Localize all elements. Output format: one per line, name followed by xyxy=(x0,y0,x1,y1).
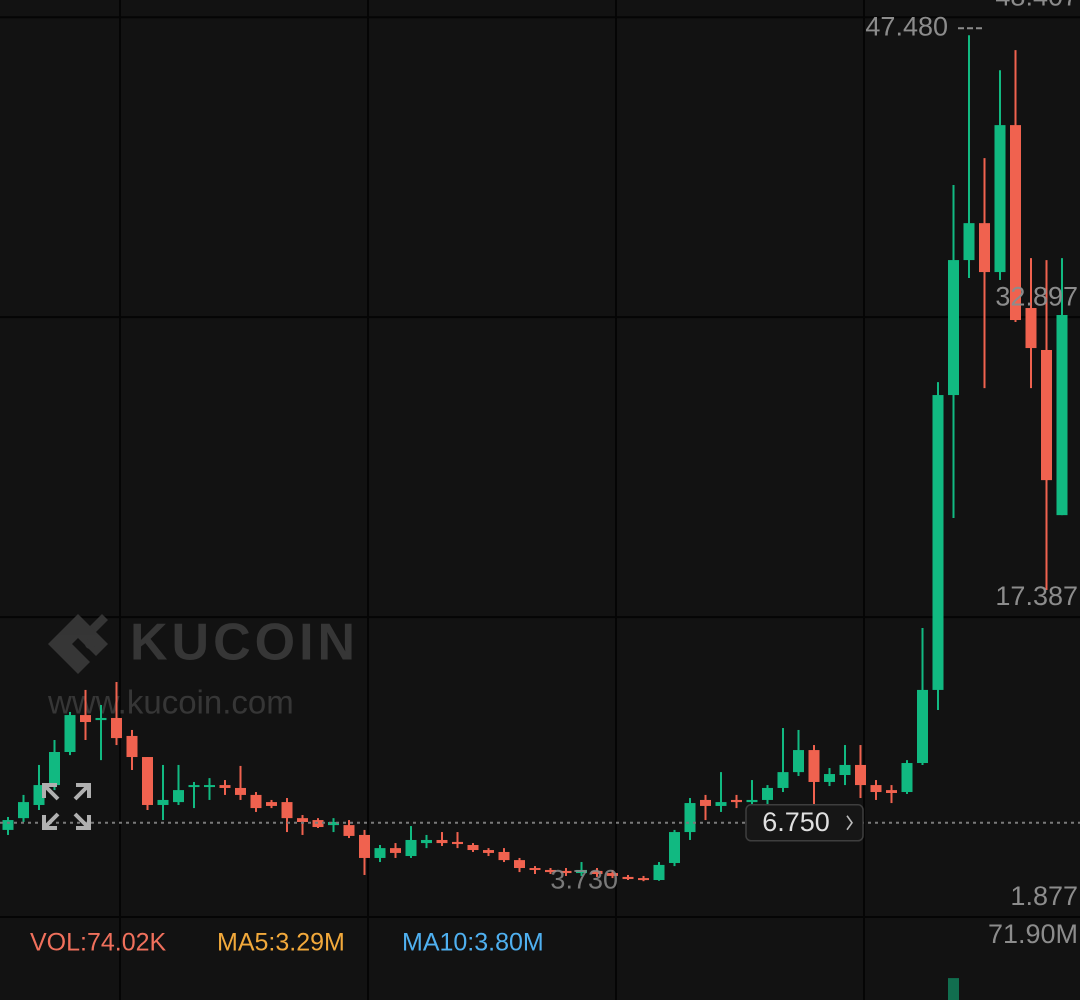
candle-body xyxy=(157,799,169,805)
last-price-box xyxy=(745,804,864,842)
candle-body xyxy=(1025,308,1037,349)
watermark-logo-dot xyxy=(85,639,95,649)
candle-body xyxy=(870,785,882,793)
candle-body xyxy=(452,841,463,845)
candle-body xyxy=(777,772,789,788)
candle-body xyxy=(932,395,944,690)
candle-body xyxy=(436,839,448,844)
candle-body xyxy=(219,785,231,788)
expand-corner xyxy=(42,812,60,830)
candle-body xyxy=(142,757,153,805)
candle-body xyxy=(95,717,107,721)
candle-body xyxy=(808,750,820,782)
watermark-logo xyxy=(48,614,108,674)
candle-body xyxy=(467,845,479,851)
candle-body xyxy=(669,832,680,863)
candle-body xyxy=(948,260,959,396)
volume-legend: VOL:74.02K xyxy=(30,929,167,957)
expand-corner xyxy=(73,783,91,801)
vertical-grid xyxy=(119,0,865,1000)
candle-body xyxy=(33,785,45,805)
candle-body xyxy=(607,873,618,876)
candle-body xyxy=(839,764,851,776)
candle-body xyxy=(762,787,773,800)
candle-body xyxy=(1041,349,1052,481)
volume-legend: MA5:3.29M xyxy=(217,929,345,957)
candle-body xyxy=(49,752,60,786)
candle-body xyxy=(545,869,556,873)
y-tick-label: 32.897 xyxy=(995,281,1078,311)
high-marker-label: 47.480 xyxy=(865,11,948,41)
candle-body xyxy=(204,785,215,788)
candle-body xyxy=(684,803,696,833)
candle-body xyxy=(235,787,246,795)
candle-body xyxy=(266,802,277,806)
volume-bar xyxy=(948,978,959,1000)
candle-body xyxy=(281,802,293,819)
candle-body xyxy=(2,820,14,830)
expand-icon[interactable] xyxy=(42,783,91,830)
candle-body xyxy=(343,825,355,836)
low-marker-label: 3.730 xyxy=(550,864,618,894)
candle-body xyxy=(700,799,711,806)
candle-body xyxy=(731,799,742,803)
candle-body xyxy=(824,774,835,782)
watermark: KUCOIN www.kucoin.com xyxy=(47,614,359,721)
candle-body xyxy=(886,790,897,793)
expand-corner xyxy=(42,783,60,801)
candle-body xyxy=(591,870,603,875)
candle-body xyxy=(80,715,91,723)
y-tick-label: 48.407 xyxy=(995,0,1078,11)
candle-body xyxy=(1010,125,1021,321)
candle-body xyxy=(901,763,913,793)
y-tick-label: 1.877 xyxy=(1010,881,1078,911)
candle-body xyxy=(638,878,649,881)
candle-body xyxy=(514,860,525,869)
watermark-text: KUCOIN xyxy=(130,614,359,672)
candles xyxy=(2,35,1068,1000)
candle-body xyxy=(855,764,866,786)
volume-tick-label: 71.90M xyxy=(988,919,1078,949)
volume-legend: MA10:3.80M xyxy=(402,929,544,957)
candle-body xyxy=(498,851,510,861)
candle-body xyxy=(126,735,138,758)
candle-body xyxy=(328,821,339,826)
y-tick-label: 17.387 xyxy=(995,581,1078,611)
candle-body xyxy=(715,802,727,806)
candle-body xyxy=(994,125,1006,273)
candle-body xyxy=(529,868,541,871)
candle-body xyxy=(64,715,76,753)
candle-body xyxy=(390,848,401,853)
grid xyxy=(0,16,1080,918)
candle-body xyxy=(297,818,308,822)
candle-body xyxy=(188,785,200,788)
candle-body xyxy=(793,750,804,773)
last-price-chevron xyxy=(846,815,853,831)
candle-body xyxy=(173,790,184,803)
candle-body xyxy=(560,870,572,874)
candle-body xyxy=(979,223,990,273)
candle-body xyxy=(917,689,928,764)
candle-body xyxy=(374,848,386,858)
candle-body xyxy=(653,864,665,881)
candle-body xyxy=(405,839,417,857)
expand-corner xyxy=(73,812,91,830)
candle-body xyxy=(421,839,432,844)
candle-body xyxy=(576,869,587,874)
candle-body xyxy=(622,876,634,880)
candle-body xyxy=(963,223,975,261)
candle-body xyxy=(359,834,370,858)
candle-body xyxy=(250,794,262,809)
overlay: 1.877 17.387 32.897 48.407 6.750 47.480 3.730 V… xyxy=(0,0,1080,957)
candle-body xyxy=(18,802,29,819)
candle-body xyxy=(746,799,758,803)
last-price-label: 6.750 xyxy=(762,807,830,837)
candle-body xyxy=(483,850,494,853)
watermark-url: www.kucoin.com xyxy=(47,684,294,721)
candle-body xyxy=(111,717,122,739)
candle-body xyxy=(1056,314,1068,516)
